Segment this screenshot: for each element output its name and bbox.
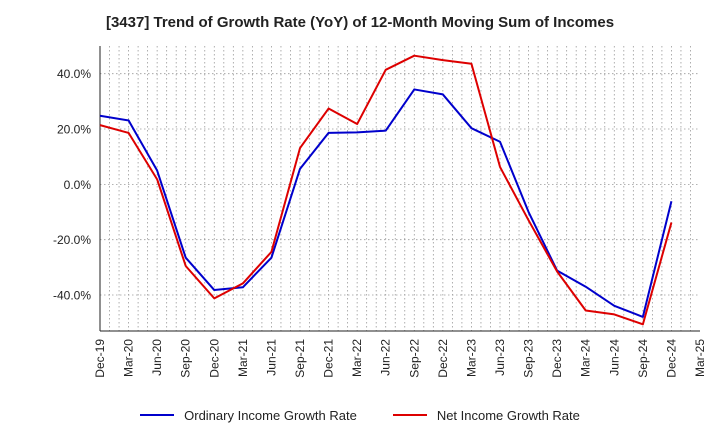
x-tick-label: Mar-23	[464, 339, 478, 377]
x-tick-label: Mar-20	[122, 339, 136, 377]
x-tick-label: Sep-24	[636, 339, 650, 378]
x-tick-label: Dec-23	[550, 339, 564, 378]
legend: Ordinary Income Growth Rate Net Income G…	[0, 404, 720, 426]
x-tick-label: Dec-19	[93, 339, 107, 378]
x-tick-label: Dec-22	[436, 339, 450, 378]
x-tick-label: Jun-24	[607, 339, 621, 376]
y-tick-label: 40.0%	[57, 67, 91, 81]
plot-area	[100, 46, 700, 331]
series-lines	[99, 54, 673, 326]
x-tick-label: Dec-21	[322, 339, 336, 378]
legend-swatch-net-income	[392, 414, 427, 416]
legend-item-ordinary-income: Ordinary Income Growth Rate	[140, 408, 357, 423]
x-tick-label: Mar-22	[350, 339, 364, 377]
net-income-line	[99, 54, 673, 326]
tick-labels: 40.0% 20.0% 0.0% -20.0% -40.0% Dec-19 Mar-20 Ju…	[53, 67, 707, 378]
x-tick-label: Jun-21	[264, 339, 278, 376]
legend-item-net-income: Net Income Growth Rate	[392, 407, 580, 423]
x-tick-label: Mar-21	[236, 339, 250, 377]
x-tick-label: Sep-21	[293, 339, 307, 378]
legend-label-ordinary-income: Ordinary Income Growth Rate	[184, 407, 357, 423]
y-tick-label: -40.0%	[53, 289, 91, 303]
x-tick-label: Mar-25	[693, 339, 707, 377]
x-tick-label: Jun-22	[379, 339, 393, 376]
y-tick-label: 20.0%	[57, 123, 91, 137]
legend-swatch-ordinary-income	[140, 414, 175, 416]
x-tick-label: Sep-23	[522, 339, 536, 378]
chart-title: [3437] Trend of Growth Rate (YoY) of 12-…	[105, 14, 615, 31]
y-tick-label: 0.0%	[64, 178, 92, 192]
x-tick-label: Jun-23	[493, 339, 507, 376]
legend-label-net-income: Net Income Growth Rate	[436, 407, 580, 423]
x-tick-label: Jun-20	[150, 339, 164, 376]
axes	[99, 46, 700, 332]
x-tick-label: Mar-24	[579, 339, 593, 377]
ordinary-income-line	[99, 88, 673, 318]
x-tick-label: Sep-20	[179, 339, 193, 378]
x-tick-label: Sep-22	[407, 339, 421, 378]
y-tick-label: -20.0%	[53, 233, 91, 247]
grid	[100, 46, 700, 331]
x-tick-label: Dec-20	[207, 339, 221, 378]
x-tick-label: Dec-24	[664, 339, 678, 378]
